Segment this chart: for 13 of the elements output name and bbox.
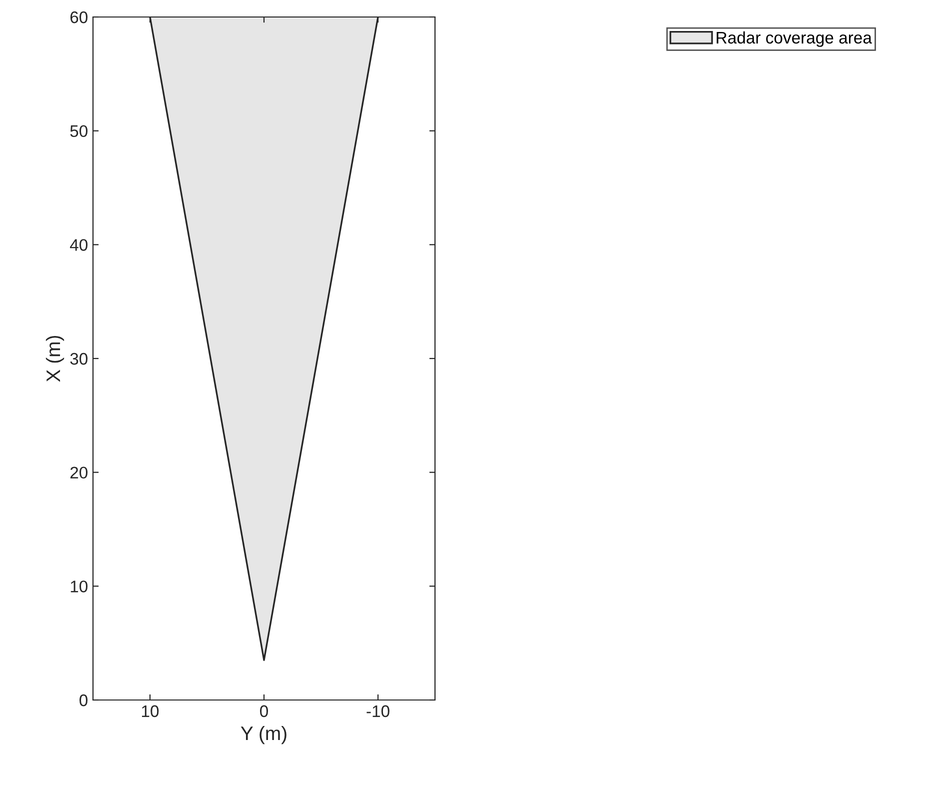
y-tick-label: 20 [70,466,88,479]
y-axis-title: X (m) [46,336,64,382]
x-axis-title: Y (m) [240,726,286,744]
x-tick-label: -10 [366,705,390,718]
y-tick-label: 0 [80,694,88,706]
y-tick-label: 50 [70,125,88,138]
y-tick-label: 10 [70,580,88,592]
y-tick-label: 40 [70,239,88,251]
y-tick-label: 30 [70,352,88,365]
legend-label: Radar coverage area [716,31,872,47]
y-tick-label: 60 [70,11,88,24]
x-tick-label: 0 [260,705,268,718]
x-tick-label: 10 [142,705,159,718]
